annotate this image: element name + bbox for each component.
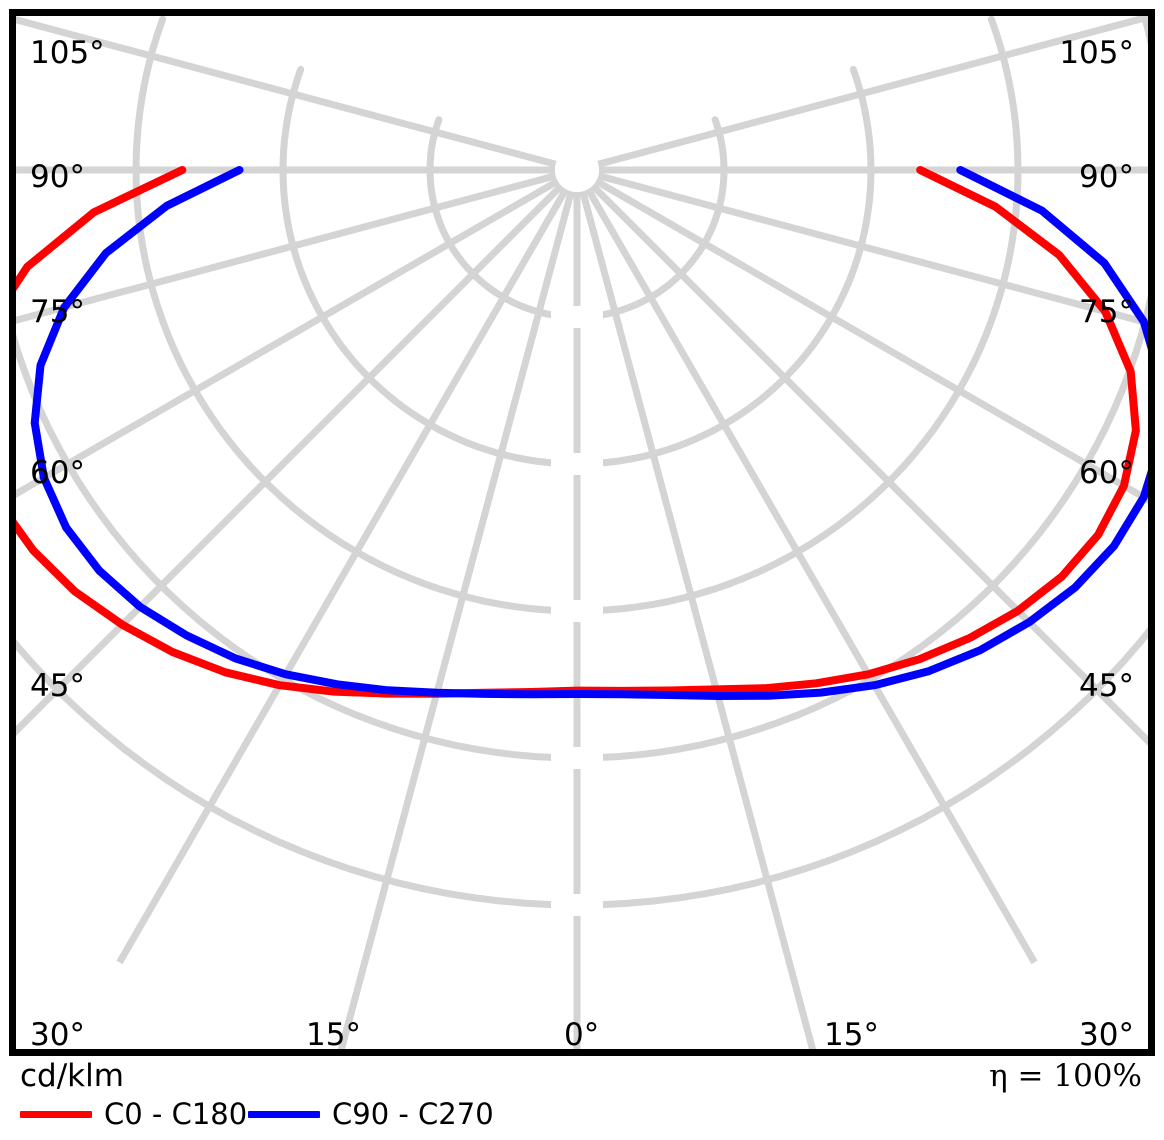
axis-label-left-75: 75° [30, 294, 85, 330]
axis-label-right-60: 60° [1079, 455, 1134, 491]
axis-label-left-105: 105° [30, 35, 105, 71]
axis-label-right-90: 90° [1079, 159, 1134, 195]
axis-label-left-90: 90° [30, 159, 85, 195]
legend-item-c90-c270[interactable]: C90 - C270 [248, 1100, 494, 1129]
legend-area: cd/klm η = 100% C0 - C180 C90 - C270 [0, 1056, 1164, 1140]
polar-plot-svg [16, 16, 1148, 1049]
plot-frame: 105° 90° 75° 60° 45° 30° 105° 90° 75° 60… [9, 9, 1155, 1056]
legend-swatch-c0-c180 [20, 1111, 92, 1118]
unit-label: cd/klm [20, 1058, 124, 1094]
axis-label-left-60: 60° [30, 455, 85, 491]
legend-label-c0-c180: C0 - C180 [104, 1097, 248, 1131]
axis-label-bottom-15-left: 15° [306, 1017, 361, 1053]
axis-label-right-75: 75° [1079, 294, 1134, 330]
curve-c90-c270 [30, 166, 1148, 700]
legend-swatch-c90-c270 [248, 1111, 320, 1118]
legend-item-c0-c180[interactable]: C0 - C180 [20, 1100, 247, 1129]
axis-label-right-30: 30° [1079, 1017, 1134, 1053]
axis-label-right-45: 45° [1079, 668, 1134, 704]
polar-grid [16, 16, 1148, 1049]
efficiency-label: η = 100% [989, 1058, 1142, 1094]
axis-label-bottom-15-right: 15° [824, 1017, 879, 1053]
axis-label-right-105: 105° [1059, 35, 1134, 71]
legend-label-c90-c270: C90 - C270 [332, 1097, 494, 1131]
axis-label-bottom-0: 0° [564, 1017, 600, 1053]
axis-label-left-30: 30° [30, 1017, 85, 1053]
distribution-curves [16, 166, 1148, 700]
axis-label-left-45: 45° [30, 668, 85, 704]
